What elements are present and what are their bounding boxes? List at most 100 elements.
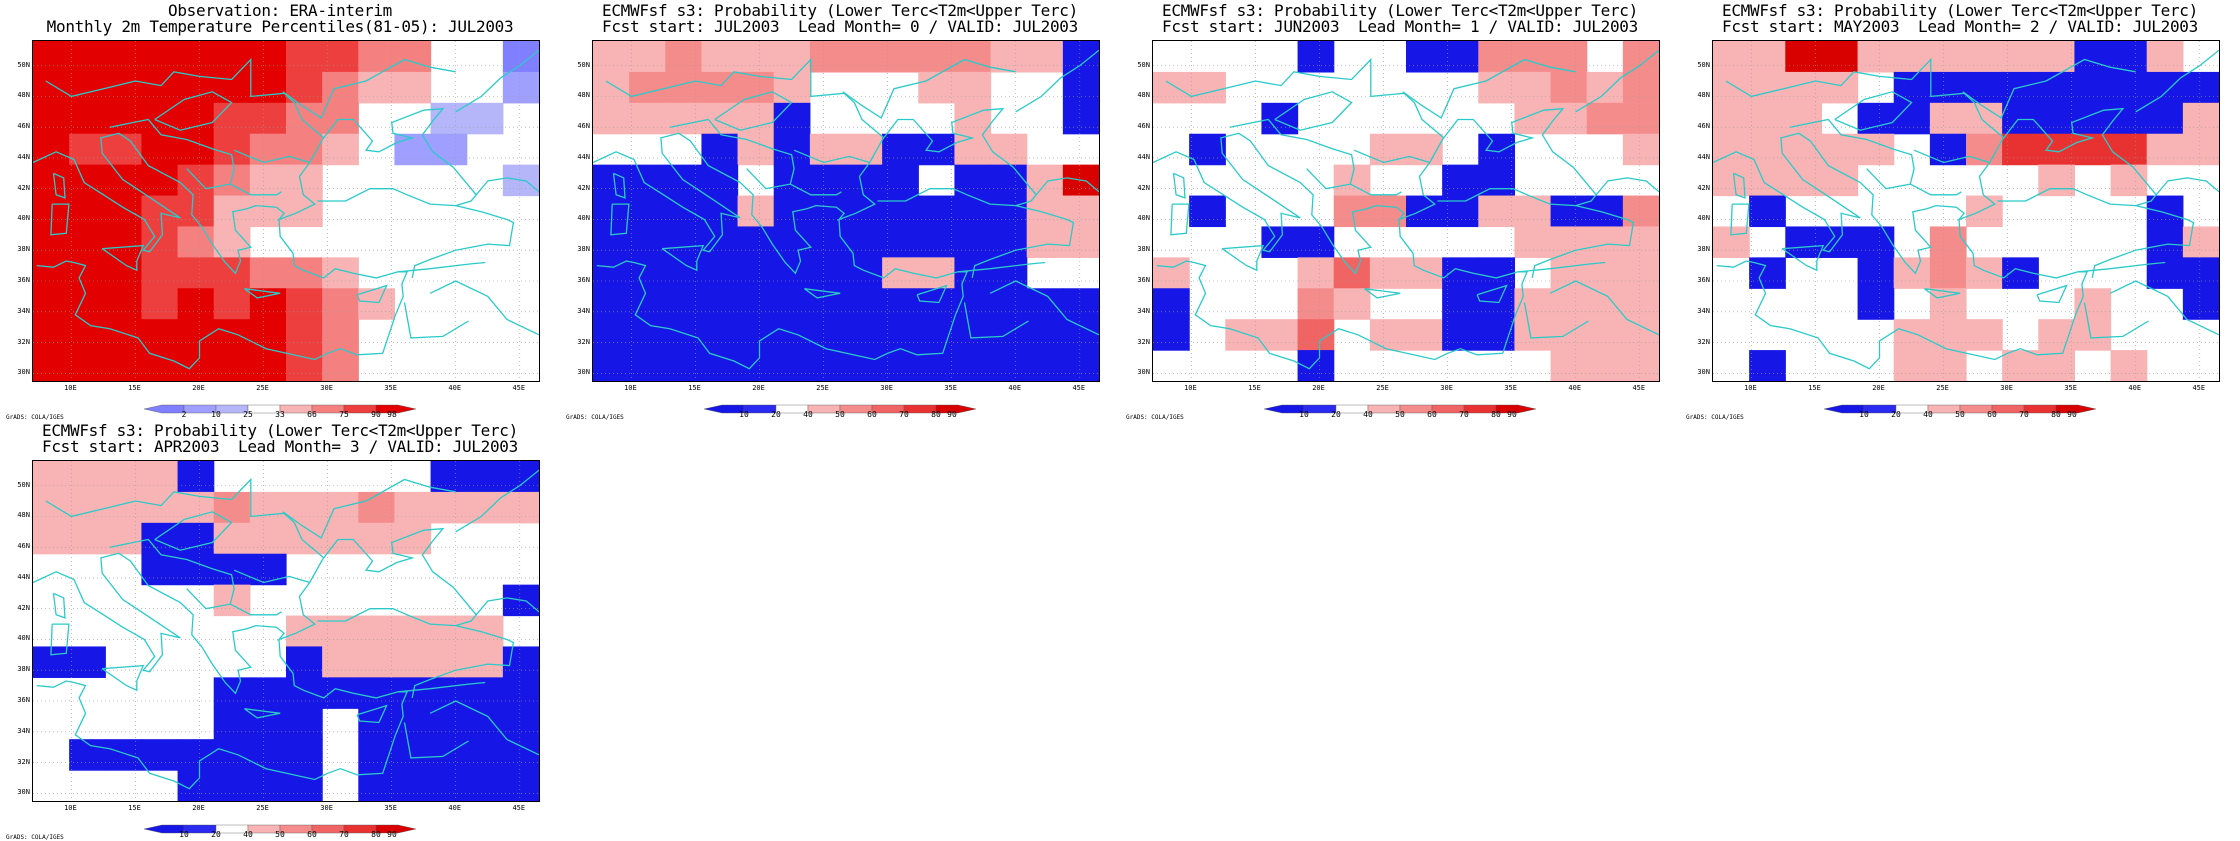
longitude-tick-label: 15E (1808, 384, 1821, 392)
latitude-tick-label: 44N (17, 572, 30, 581)
grid-cell (1189, 71, 1226, 104)
grid-cell (593, 102, 630, 135)
grid-cell (773, 350, 811, 381)
grads-credit: GrADS: COLA/IGES (6, 834, 64, 841)
grid-cell (249, 708, 287, 740)
grid-cell (737, 195, 775, 228)
latitude-tick-label: 42N (1697, 183, 1710, 192)
grid-cell (1893, 350, 1931, 381)
grid-cell (2074, 41, 2112, 73)
coastline (50, 623, 70, 656)
longitude-tick-label: 30E (320, 384, 333, 392)
grid-cell (69, 71, 106, 104)
grid-cell (990, 195, 1028, 228)
grid-cell (629, 71, 666, 104)
grid-cell (1062, 350, 1099, 381)
grid-cell (629, 195, 666, 228)
grid-cell (502, 677, 539, 709)
coastline (1732, 172, 1746, 199)
coastline (429, 700, 539, 756)
coastline (45, 57, 325, 139)
grid-cell (141, 164, 179, 197)
grid-cell (1966, 195, 2003, 228)
coastline (793, 149, 870, 164)
grid-cell (394, 770, 432, 801)
latitude-tick-label: 48N (17, 511, 30, 520)
latitude-tick-label: 40N (17, 214, 30, 223)
colorbar-swatches (1823, 404, 2097, 414)
grid-cell (701, 288, 739, 320)
latitude-tick-label: 44N (577, 152, 590, 161)
grid-cell (882, 288, 919, 320)
grid-cell (213, 102, 251, 135)
colorbar-swatch (143, 824, 185, 834)
grid-cell (358, 708, 396, 740)
grid-cell (69, 522, 106, 555)
grid-cell (882, 164, 919, 197)
coastline (398, 261, 486, 273)
latitude-tick-label: 46N (17, 122, 30, 131)
grid-cell (466, 708, 504, 740)
grid-cell (1821, 226, 1859, 258)
grid-cell (593, 41, 630, 73)
grid-cell (141, 41, 179, 73)
grid-cell (918, 226, 956, 258)
latitude-tick-label: 46N (1697, 122, 1710, 131)
grid-cell (918, 319, 956, 351)
grid-cell (1785, 226, 1823, 258)
grid-cell (213, 770, 251, 801)
grid-cell (1225, 319, 1263, 351)
grid-cell (2074, 319, 2112, 351)
grid-cell (394, 739, 432, 771)
panel-subtitle: Fcst start: MAY2003 Lead Month= 2 / VALI… (1722, 17, 2198, 36)
grid-cell (286, 708, 323, 740)
grid-cell (2146, 133, 2184, 166)
grid-cell (954, 195, 992, 228)
grid-cell (990, 350, 1028, 381)
coastline (1913, 149, 1990, 164)
map-panel-lead-1: ECMWFsf s3: Probability (Lower Terc<T2m<… (1120, 0, 1680, 421)
latitude-tick-label: 38N (577, 245, 590, 254)
grid-cell (1785, 102, 1823, 135)
coastline (455, 49, 539, 113)
colorbar-label: 50 (1955, 410, 1965, 419)
grid-cell (249, 319, 287, 351)
longitude-tick-label: 25E (256, 384, 269, 392)
colorbar-label: 10 (1859, 410, 1869, 419)
grid-cell (737, 226, 775, 258)
grid-cell (33, 41, 70, 73)
longitude-tick-label: 10E (64, 384, 77, 392)
grid-cell (990, 41, 1028, 73)
colorbar-label: 60 (1987, 410, 1997, 419)
grid-cell (213, 41, 251, 73)
latitude-tick-label: 38N (1137, 245, 1150, 254)
longitude-tick-label: 40E (2128, 384, 2142, 392)
grid-cell (1622, 71, 1659, 104)
colorbar-label: 40 (803, 410, 813, 419)
grid-cell (1442, 41, 1479, 73)
grid-cell (394, 41, 432, 73)
longitude-tick-label: 25E (1936, 384, 1949, 392)
longitude-tick-label: 25E (1376, 384, 1389, 392)
grid-cell (1369, 257, 1407, 289)
grid-cell (1153, 71, 1190, 104)
colorbar-label: 80 (2051, 410, 2061, 419)
grid-cell (2146, 226, 2184, 258)
longitude-tick-label: 35E (944, 384, 957, 392)
grid-cell (1478, 195, 1516, 228)
longitude-tick-label: 15E (128, 804, 141, 812)
longitude-tick-label: 45E (512, 384, 526, 392)
grid-cell (1966, 41, 2003, 73)
grid-cell (665, 41, 703, 73)
grid-cell (665, 319, 703, 351)
grid-cell (69, 739, 106, 771)
longitude-tick-label: 40E (1008, 384, 1022, 392)
grid-cell (249, 71, 287, 104)
grid-cell (1586, 319, 1624, 351)
grid-cell (33, 350, 70, 381)
grid-cell (466, 739, 504, 771)
latitude-tick-label: 50N (17, 60, 30, 69)
latitude-tick-label: 46N (17, 542, 30, 551)
latitude-tick-label: 40N (17, 634, 30, 643)
coastline (2109, 280, 2219, 336)
